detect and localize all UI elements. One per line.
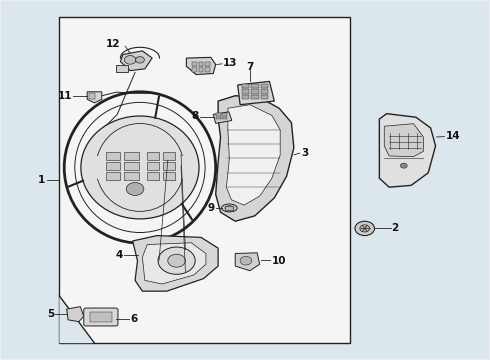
Bar — [205, 67, 210, 72]
Circle shape — [124, 55, 136, 64]
Text: 5: 5 — [47, 310, 54, 319]
Bar — [261, 95, 269, 99]
Bar — [261, 89, 269, 94]
Bar — [147, 152, 159, 160]
Text: 13: 13 — [223, 58, 238, 68]
Polygon shape — [216, 96, 294, 221]
Polygon shape — [143, 243, 206, 284]
Bar — [225, 206, 233, 210]
Circle shape — [158, 247, 195, 274]
Polygon shape — [379, 114, 436, 187]
Circle shape — [168, 254, 185, 267]
Polygon shape — [116, 65, 128, 72]
Bar — [124, 172, 139, 180]
Bar — [242, 84, 249, 88]
Polygon shape — [121, 51, 152, 71]
Text: 11: 11 — [58, 91, 73, 101]
Bar — [242, 89, 249, 94]
Polygon shape — [133, 235, 218, 291]
Bar — [106, 162, 121, 170]
Bar — [163, 162, 175, 170]
Polygon shape — [67, 307, 84, 321]
Bar — [147, 162, 159, 170]
Bar — [222, 113, 227, 116]
Bar — [251, 95, 259, 99]
Polygon shape — [235, 253, 260, 271]
Bar — [242, 95, 249, 99]
Bar — [124, 152, 139, 160]
Bar — [106, 172, 121, 180]
Text: 12: 12 — [106, 39, 121, 49]
Circle shape — [360, 225, 369, 232]
Bar — [216, 113, 220, 116]
Ellipse shape — [225, 206, 234, 210]
Circle shape — [400, 163, 407, 168]
Polygon shape — [226, 105, 280, 205]
Bar — [251, 89, 259, 94]
Bar — [124, 162, 139, 170]
Polygon shape — [59, 295, 94, 343]
Bar — [198, 67, 203, 72]
Bar — [192, 67, 197, 72]
Text: 2: 2 — [392, 224, 399, 233]
Bar — [90, 312, 112, 321]
Circle shape — [240, 256, 252, 265]
Bar — [192, 62, 197, 66]
Bar — [106, 152, 121, 160]
Text: 8: 8 — [191, 111, 198, 121]
Text: 6: 6 — [130, 314, 137, 324]
Circle shape — [126, 183, 144, 195]
Text: 7: 7 — [246, 62, 253, 72]
Polygon shape — [238, 81, 274, 105]
Ellipse shape — [81, 116, 199, 219]
Bar — [89, 93, 95, 99]
Circle shape — [136, 57, 145, 63]
Bar — [205, 62, 210, 66]
Text: 9: 9 — [208, 203, 215, 213]
Text: 1: 1 — [37, 175, 45, 185]
FancyBboxPatch shape — [84, 308, 118, 326]
Bar — [198, 62, 203, 66]
Polygon shape — [384, 124, 423, 157]
Bar — [251, 84, 259, 88]
Text: 3: 3 — [301, 148, 308, 158]
Polygon shape — [87, 92, 102, 103]
Bar — [222, 117, 227, 120]
Bar — [216, 117, 220, 120]
Bar — [59, 17, 350, 343]
Bar — [163, 172, 175, 180]
Bar — [261, 84, 269, 88]
Bar — [163, 152, 175, 160]
Polygon shape — [186, 57, 216, 75]
Ellipse shape — [221, 204, 237, 212]
Circle shape — [355, 221, 374, 235]
Text: 4: 4 — [116, 250, 123, 260]
Bar — [147, 172, 159, 180]
Text: 14: 14 — [445, 131, 460, 141]
Text: 10: 10 — [272, 256, 286, 266]
Polygon shape — [213, 112, 232, 123]
